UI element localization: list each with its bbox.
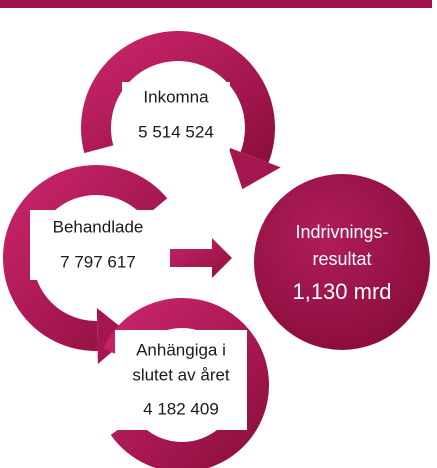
node-value: 5 514 524 — [138, 122, 214, 141]
ring-arrow — [81, 31, 275, 163]
result-value: 1,130 mrd — [292, 279, 391, 304]
result-label: Indrivnings- — [295, 222, 388, 242]
ring-arrow — [3, 165, 168, 351]
label-box — [122, 82, 230, 150]
rings — [3, 31, 281, 468]
top-bar — [0, 0, 432, 8]
node-value: 4 182 409 — [143, 399, 219, 418]
label-box — [115, 330, 247, 430]
node-label: slutet av året — [132, 365, 230, 384]
result-label: resultat — [312, 249, 371, 269]
result-circle — [254, 174, 430, 350]
node-label: Behandlade — [53, 217, 144, 236]
node-value: 7 797 617 — [60, 252, 136, 271]
node-label: Anhängiga i — [136, 340, 226, 359]
arrow-right — [170, 238, 232, 278]
label-box — [30, 210, 170, 280]
node-label: Inkomna — [143, 87, 209, 106]
arrow-head — [228, 147, 281, 190]
ring-arrow — [103, 298, 269, 468]
